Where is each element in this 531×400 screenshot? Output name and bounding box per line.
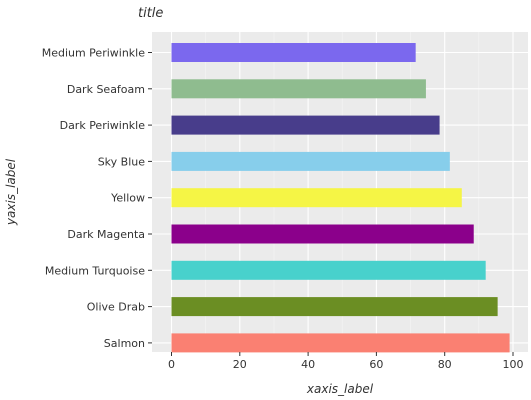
x-tick-label: 0: [168, 358, 175, 371]
y-tick-label: Dark Seafoam: [67, 83, 145, 96]
bar-dark-magenta: [171, 224, 474, 244]
y-tick-label: Sky Blue: [98, 155, 146, 168]
bar-olive-drab: [171, 297, 498, 317]
bar-sky-blue: [171, 151, 450, 171]
y-tick-label: Yellow: [110, 192, 145, 205]
bar-medium-periwinkle: [171, 43, 416, 62]
y-tick-label: Olive Drab: [87, 301, 145, 314]
x-tick-labels: 0 20 40 60 80 100: [168, 352, 524, 371]
bar-dark-seafoam: [171, 79, 426, 99]
x-tick-label: 100: [503, 358, 524, 371]
y-tick-label: Medium Periwinkle: [42, 47, 146, 60]
y-axis-label: yaxis_label: [4, 158, 18, 226]
bar-dark-periwinkle: [171, 115, 440, 135]
x-axis-label: xaxis_label: [306, 382, 374, 396]
bar-medium-turquoise: [171, 260, 486, 280]
y-tick-label: Medium Turquoise: [45, 264, 145, 277]
x-tick-label: 20: [233, 358, 247, 371]
y-tick-label: Salmon: [104, 337, 145, 350]
bars: [171, 43, 510, 353]
y-tick-labels: Medium Periwinkle Dark Seafoam Dark Periwi…: [42, 47, 152, 350]
bar-salmon: [171, 333, 510, 353]
x-tick-label: 40: [301, 358, 315, 371]
x-tick-label: 60: [369, 358, 383, 371]
bar-yellow: [171, 188, 462, 208]
x-tick-label: 80: [438, 358, 452, 371]
y-tick-label: Dark Magenta: [67, 228, 145, 241]
chart-title: title: [138, 6, 163, 21]
y-tick-label: Dark Periwinkle: [60, 119, 146, 132]
